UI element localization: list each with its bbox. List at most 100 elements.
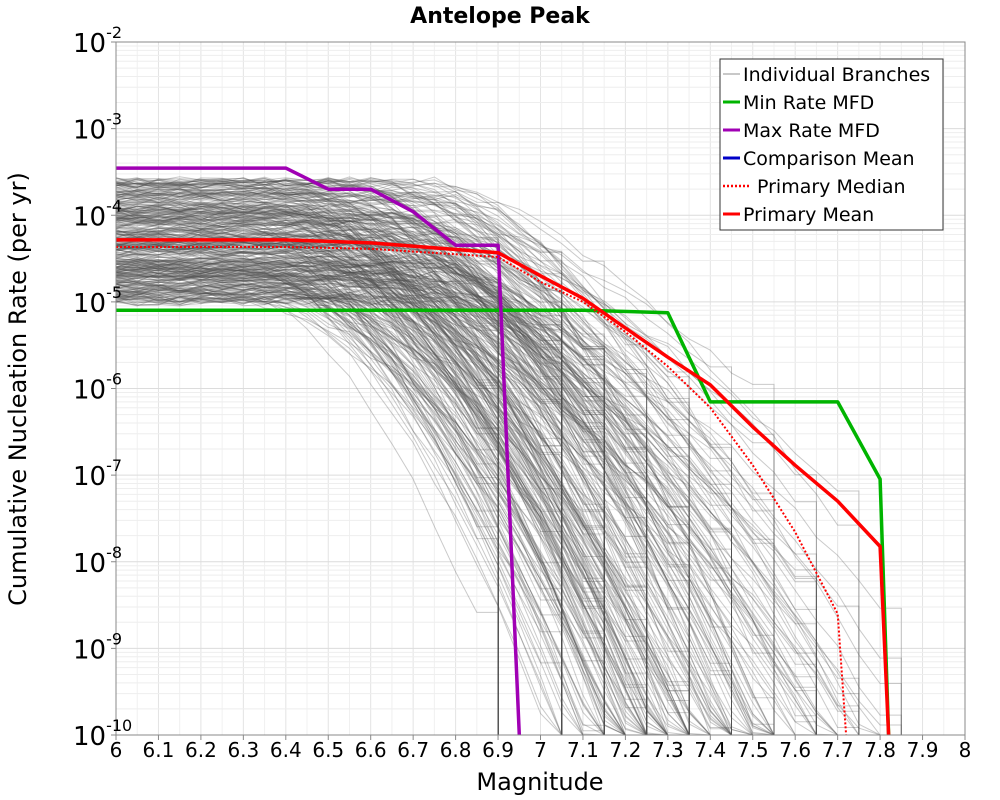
branch-line [115,296,690,735]
legend-box [719,58,944,231]
branch-line [115,191,732,735]
branch-line [115,267,690,735]
branch-line [115,272,859,736]
branch-line [115,281,605,735]
series-line-primary-mean [116,238,891,736]
branch-line [115,234,690,735]
branch-line [115,230,902,735]
branch-line [115,218,605,735]
branch-line [115,264,563,735]
x-tick-label: 6.1 [143,738,175,762]
branch-line [115,232,902,736]
branch-line [115,272,859,736]
branch-line [115,258,859,736]
branch-line [115,198,817,735]
branch-line [115,179,902,736]
branch-line [115,236,605,735]
branch-line [115,193,605,735]
x-tick-label: 7.9 [907,738,939,762]
branch-line [115,194,902,736]
branch-line [115,201,732,736]
branch-line [115,283,605,735]
x-tick-label: 6.7 [397,738,429,762]
legend: Individual Branches Min Rate MFD Max Rate … [719,58,944,231]
branch-line [115,179,563,735]
branch-line [115,197,690,736]
branch-line [115,295,732,735]
legend-label: Individual Branches [743,64,930,86]
branch-line [115,279,648,735]
branch-line [115,194,605,735]
branch-line [115,288,648,735]
branch-line [115,268,774,736]
branch-line [115,187,605,735]
branch-line [115,244,817,735]
x-tick-label: 7.2 [609,738,641,762]
x-axis-ticks: 6 6.1 6.2 6.3 6.4 6.5 6.6 6.7 6.8 6.9 7 7.1 7.2 7.3 7.… [110,735,972,762]
x-tick-label: 7 [534,738,547,762]
branch-line [115,283,690,736]
branch-line [116,241,859,736]
branch-line [115,241,817,735]
branch-line [115,294,648,735]
branch-line [115,271,690,735]
branch-line [115,239,774,736]
branch-line [115,270,605,735]
x-tick-label: 7.1 [567,738,599,762]
branch-line [115,246,732,735]
x-tick-label: 6.3 [227,738,259,762]
branch-line [115,231,499,735]
branch-line [115,263,690,735]
branch-line [115,291,817,735]
branch-line [115,219,859,736]
branch-line [115,284,817,735]
branch-line [115,269,648,735]
branch-line [115,245,648,735]
branch-line [115,277,605,735]
branch-line [115,210,563,735]
branch-line [115,210,902,736]
x-tick-label: 6.4 [270,738,302,762]
branch-line [115,190,605,735]
chart-title: Antelope Peak [410,4,591,29]
branch-line [115,178,605,735]
branch-line [115,259,605,735]
branch-line [115,245,499,735]
branch-line [115,238,774,736]
branch-line [115,241,605,735]
branch-line [115,216,563,735]
y-tick-label: 10-2 [73,23,122,59]
branch-line [115,206,817,735]
branch-line [115,177,902,736]
branch-line [115,177,648,735]
branch-line [115,195,563,735]
branch-line [115,240,902,736]
branch-line [115,211,690,735]
branch-line [115,248,775,735]
branch-line [115,206,605,735]
branch-line [115,271,860,735]
branch-line [115,257,499,735]
branch-line [115,255,732,735]
x-tick-label: 8 [959,738,972,762]
branch-line [115,211,902,735]
branch-line [115,274,563,735]
branch-line [115,178,605,735]
branch-line [115,244,605,735]
branch-line [115,295,902,736]
branch-line [115,206,774,736]
branch-line [115,210,563,735]
branch-line [115,268,605,735]
x-tick-label: 6.9 [482,738,514,762]
branch-line [115,203,690,735]
branch-line [115,194,648,735]
x-tick-label: 6.5 [312,738,344,762]
series-line-min-rate-mfd [116,308,891,736]
branch-line [115,292,732,735]
branch-line [115,289,605,735]
branch-line [115,247,732,735]
branch-line [115,188,859,736]
branch-line [115,282,690,736]
branch-line [115,287,690,736]
